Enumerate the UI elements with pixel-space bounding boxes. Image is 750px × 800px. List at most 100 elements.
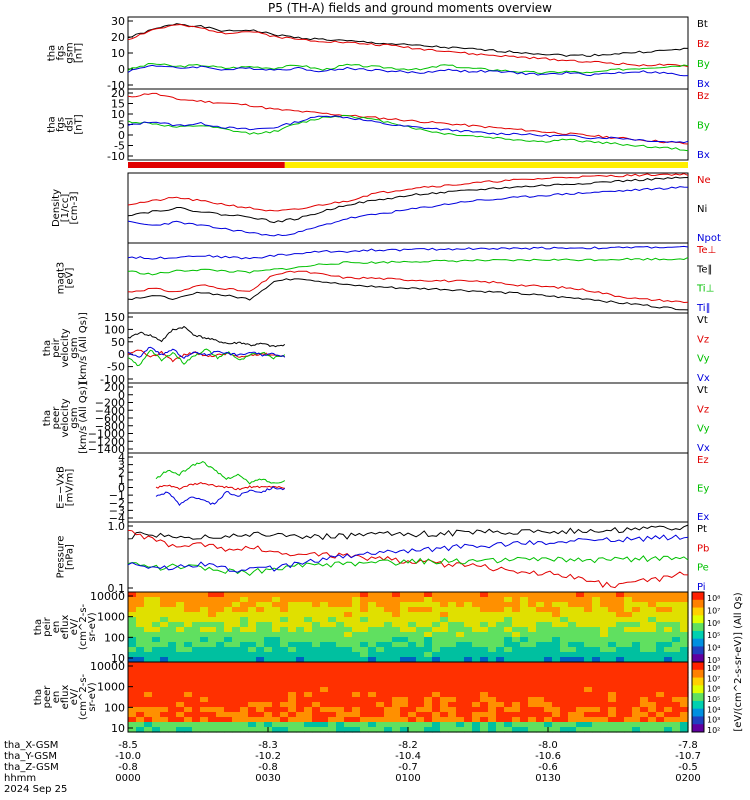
- heat-cell: [256, 647, 265, 653]
- heat-cell: [176, 727, 185, 733]
- heat-cell: [192, 632, 201, 638]
- heat-cell: [344, 712, 353, 718]
- heat-cell: [328, 597, 337, 603]
- heat-cell: [304, 687, 313, 693]
- heat-cell: [376, 647, 385, 653]
- heat-cell: [664, 712, 673, 718]
- heat-cell: [280, 602, 289, 608]
- heat-cell: [184, 687, 193, 693]
- heat-cell: [632, 722, 641, 728]
- heat-cell: [680, 662, 689, 668]
- heat-cell: [136, 642, 145, 648]
- x-tick-label: 0100: [395, 773, 420, 784]
- heat-cell: [632, 677, 641, 683]
- heat-cell: [224, 607, 233, 613]
- heat-cell: [520, 642, 529, 648]
- heat-cell: [272, 712, 281, 718]
- heat-cell: [256, 687, 265, 693]
- heat-cell: [504, 597, 513, 603]
- heat-cell: [552, 662, 561, 668]
- heat-cell: [280, 727, 289, 733]
- heat-cell: [648, 682, 657, 688]
- heat-cell: [368, 682, 377, 688]
- heat-cell: [456, 612, 465, 618]
- heat-cell: [408, 727, 417, 733]
- heat-cell: [328, 667, 337, 673]
- heat-cell: [272, 652, 281, 658]
- heat-cell: [616, 647, 625, 653]
- heat-cell: [200, 627, 209, 633]
- heat-cell: [424, 722, 433, 728]
- heat-cell: [456, 717, 465, 723]
- heat-cell: [504, 642, 513, 648]
- heat-cell: [304, 682, 313, 688]
- heat-cell: [656, 672, 665, 678]
- heat-cell: [560, 722, 569, 728]
- heat-cell: [304, 642, 313, 648]
- legend-label: Ne: [697, 175, 711, 186]
- heat-cell: [632, 647, 641, 653]
- heat-cell: [384, 652, 393, 658]
- heat-cell: [360, 622, 369, 628]
- x-tick-label: -0.7: [398, 762, 418, 773]
- heat-cell: [248, 652, 257, 658]
- y-axis-label: en: [51, 621, 62, 634]
- heat-cell: [504, 677, 513, 683]
- heat-cell: [416, 722, 425, 728]
- heat-cell: [640, 662, 649, 668]
- heat-cell: [552, 702, 561, 708]
- heat-cell: [640, 667, 649, 673]
- heat-cell: [160, 702, 169, 708]
- colorbar-cell: [692, 607, 704, 616]
- y-axis-label: tha: [42, 340, 53, 356]
- heat-cell: [240, 717, 249, 723]
- heat-cell: [376, 597, 385, 603]
- heat-cell: [168, 682, 177, 688]
- heat-cell: [504, 657, 513, 663]
- heat-cell: [240, 697, 249, 703]
- heat-cell: [408, 617, 417, 623]
- heat-cell: [328, 612, 337, 618]
- heat-cell: [632, 717, 641, 723]
- heat-cell: [664, 662, 673, 668]
- heat-cell: [416, 677, 425, 683]
- heat-cell: [128, 707, 137, 713]
- legend-label: Vx: [697, 443, 710, 454]
- heat-cell: [224, 707, 233, 713]
- heat-cell: [200, 617, 209, 623]
- heat-cell: [672, 712, 681, 718]
- legend-label: Vz: [697, 334, 709, 345]
- heat-cell: [488, 692, 497, 698]
- heat-cell: [280, 617, 289, 623]
- heat-cell: [192, 637, 201, 643]
- heat-cell: [264, 592, 273, 598]
- heat-cell: [280, 652, 289, 658]
- heat-cell: [416, 712, 425, 718]
- heat-cell: [504, 632, 513, 638]
- y-axis-label: gsm: [65, 42, 76, 63]
- heat-cell: [304, 702, 313, 708]
- heat-cell: [496, 607, 505, 613]
- heat-cell: [680, 632, 689, 638]
- heat-cell: [464, 602, 473, 608]
- heat-cell: [392, 657, 401, 663]
- heat-cell: [608, 602, 617, 608]
- colorbar-cell: [692, 724, 704, 733]
- heat-cell: [232, 627, 241, 633]
- heat-cell: [264, 692, 273, 698]
- heat-cell: [288, 707, 297, 713]
- heat-cell: [592, 722, 601, 728]
- heat-cell: [448, 612, 457, 618]
- heat-cell: [656, 712, 665, 718]
- heat-cell: [528, 722, 537, 728]
- heat-cell: [128, 677, 137, 683]
- series-line-Bz: [127, 92, 689, 145]
- heat-cell: [680, 592, 689, 598]
- heat-cell: [264, 627, 273, 633]
- heat-cell: [232, 597, 241, 603]
- heat-cell: [424, 662, 433, 668]
- x-tick-label: 0130: [535, 773, 560, 784]
- heat-cell: [376, 692, 385, 698]
- heat-cell: [200, 697, 209, 703]
- heat-cell: [144, 597, 153, 603]
